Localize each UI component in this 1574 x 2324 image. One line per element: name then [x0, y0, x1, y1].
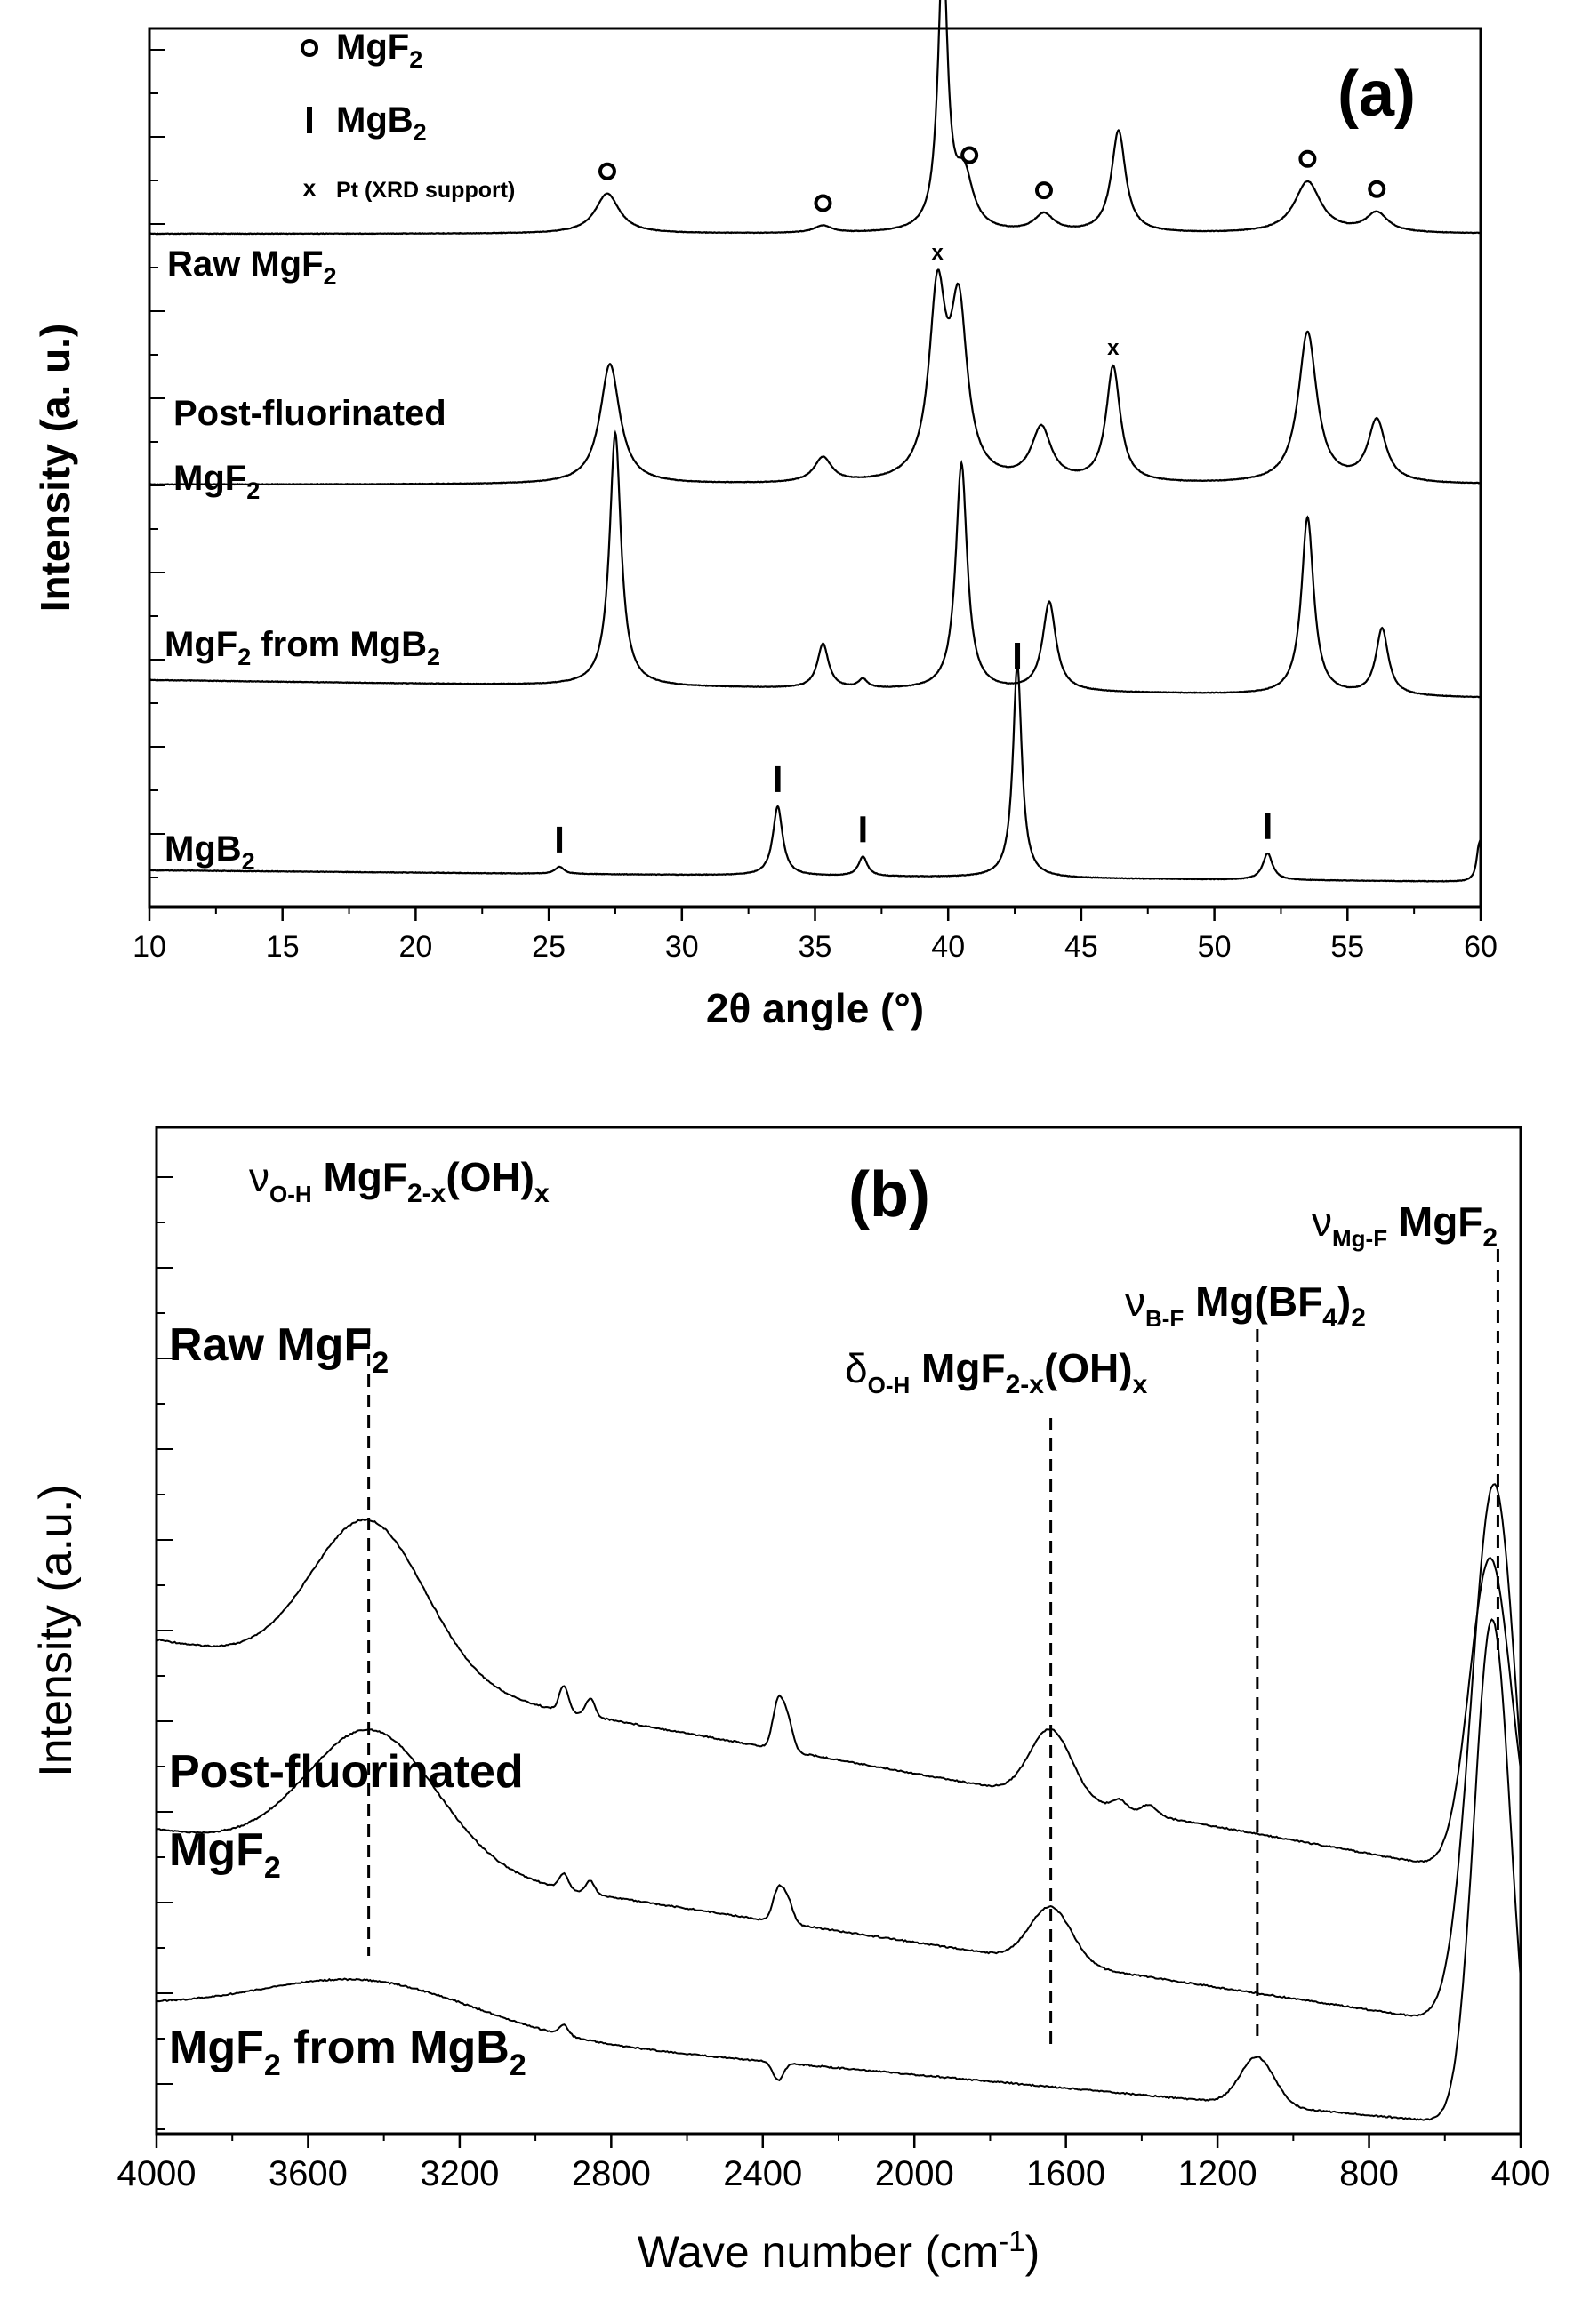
- peak-marker-mgf2: [960, 146, 979, 164]
- band-annotation: νO-H MgF2-x(OH)x: [249, 1154, 550, 1208]
- peak-marker-pt: x: [1107, 336, 1120, 360]
- panel-a-label: (a): [1337, 59, 1416, 130]
- plot-frame-a: [148, 27, 1482, 909]
- peak-marker-pt: x: [932, 241, 944, 265]
- legend-label: MgB2: [336, 100, 427, 146]
- legend-marker-circle: [301, 39, 318, 57]
- panel-b: 4000 3600 3200 2800 2400 2000 1600 1200 800 400 Wa…: [30, 1126, 1551, 2277]
- x-tick-label: 45: [1064, 930, 1098, 964]
- series-label-b-1: Post-fluorinated: [169, 1746, 524, 1798]
- x-tick-label: 1200: [1178, 2154, 1257, 2193]
- peak-marker-mgf2: [814, 194, 832, 212]
- series-label-b-2: MgF2 from MgB2: [169, 2022, 526, 2082]
- x-tick-label: 800: [1339, 2154, 1399, 2193]
- peak-marker-mgf2: [1298, 149, 1317, 168]
- x-tick-label: 50: [1198, 930, 1232, 964]
- x-tick-label: 3600: [269, 2154, 348, 2193]
- series-line-b-1: [156, 1483, 1522, 2017]
- x-tick-label: 3200: [420, 2154, 499, 2193]
- series-line-a-1: [149, 268, 1482, 486]
- panel-b-label: (b): [848, 1159, 930, 1230]
- x-tick-label: 20: [398, 930, 432, 964]
- panel-a: 10 15 20 25 30 35 40 45 50 55 60 2θ angle (°) Intens…: [32, 0, 1498, 1031]
- x-axis-label: 2θ angle (°): [706, 985, 924, 1031]
- peak-marker-mgf2: [598, 162, 616, 180]
- x-tick-label: 1600: [1026, 2154, 1105, 2193]
- series-label-a-1: Post-fluorinated: [173, 394, 446, 433]
- x-tick-label: 35: [799, 930, 832, 964]
- series-line-b-2: [156, 1618, 1522, 2121]
- band-annotation: νB-F Mg(BF4)2: [1125, 1278, 1366, 1333]
- legend-label: MgF2: [336, 28, 422, 73]
- x-tick-label: 30: [665, 930, 699, 964]
- peak-marker-mgf2: [1368, 180, 1386, 198]
- series-line-b-0: [156, 1518, 1522, 1863]
- y-axis-label: Intensity (a. u.): [32, 324, 78, 613]
- series-line-a-3: [149, 664, 1482, 883]
- band-annotation: δO-H MgF2-x(OH)x: [845, 1345, 1148, 1399]
- x-tick-label: 15: [266, 930, 300, 964]
- series-label-a-1-line2: MgF2: [173, 459, 260, 504]
- x-tick-label: 2800: [572, 2154, 651, 2193]
- x-tick-label: 55: [1330, 930, 1364, 964]
- x-axis-label: Wave number (cm-1): [638, 2224, 1040, 2277]
- series-line-a-0: [149, 0, 1482, 236]
- x-tick-label: 40: [931, 930, 965, 964]
- x-tick-label: 25: [532, 930, 566, 964]
- x-tick-label: 2000: [875, 2154, 954, 2193]
- legend-label: Pt (XRD support): [336, 178, 515, 203]
- legend-marker-x: x: [303, 174, 317, 201]
- x-tick-label: 10: [133, 930, 166, 964]
- y-axis-label: Intensity (a.u.): [30, 1484, 82, 1776]
- peak-marker-mgf2: [1034, 181, 1053, 200]
- band-annotation: νMg-F MgF2: [1312, 1198, 1498, 1253]
- x-tick-label: 4000: [117, 2154, 197, 2193]
- x-tick-label: 400: [1491, 2154, 1551, 2193]
- series-label-a-0: Raw MgF2: [167, 244, 337, 290]
- series-label-a-3: MgB2: [165, 829, 255, 875]
- series-line-a-2: [149, 429, 1482, 699]
- x-tick-label: 60: [1464, 930, 1498, 964]
- series-label-a-2: MgF2 from MgB2: [165, 625, 440, 670]
- series-label-b-1-line2: MgF2: [169, 1824, 281, 1885]
- series-label-b-0: Raw MgF2: [169, 1319, 389, 1380]
- x-tick-label: 2400: [723, 2154, 802, 2193]
